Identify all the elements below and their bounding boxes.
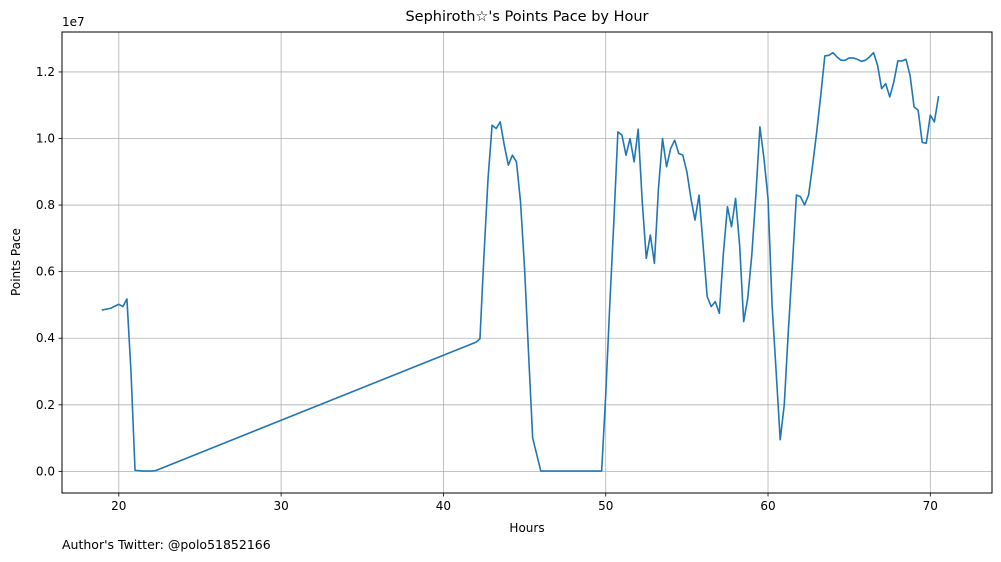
author-footnote: Author's Twitter: @polo51852166 — [62, 537, 271, 552]
x-axis-title: Hours — [509, 521, 544, 535]
y-axis-title: Points Pace — [9, 228, 23, 296]
x-tick-label: 50 — [598, 499, 613, 513]
x-tick-label: 20 — [111, 499, 126, 513]
y-tick-label: 0.6 — [36, 265, 55, 279]
axis-ticks: 20 30 40 50 60 70 0.0 0.2 0.4 0.6 0.8 1.0 1.2 — [36, 65, 938, 513]
y-tick-label: 1.2 — [36, 65, 55, 79]
x-tick-label: 60 — [760, 499, 775, 513]
y-tick-label: 0.0 — [36, 464, 55, 478]
y-tick-label: 0.2 — [36, 398, 55, 412]
x-tick-label: 40 — [436, 499, 451, 513]
series-line-points-pace — [101, 51, 940, 472]
y-tick-label: 0.8 — [36, 198, 55, 212]
gridlines — [62, 32, 992, 493]
plot-frame — [61, 31, 993, 494]
y-tick-label: 1.0 — [36, 132, 55, 146]
x-tick-label: 70 — [923, 499, 938, 513]
x-tick-label: 30 — [273, 499, 288, 513]
y-offset-label: 1e7 — [62, 15, 85, 29]
chart-title: Sephiroth☆'s Points Pace by Hour — [405, 9, 648, 25]
y-tick-label: 0.4 — [36, 331, 55, 345]
